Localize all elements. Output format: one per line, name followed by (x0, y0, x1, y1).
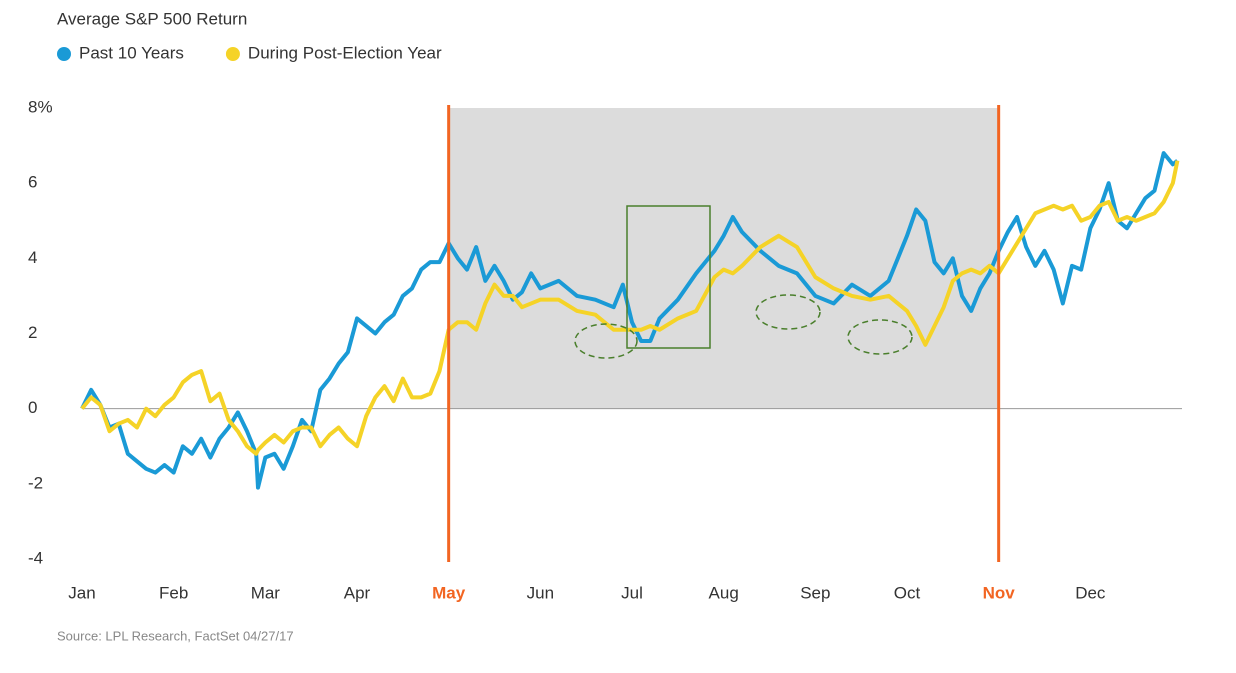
x-tick-label: Jun (527, 583, 554, 602)
x-tick-label: Mar (251, 583, 281, 602)
y-tick-label: 0 (28, 398, 37, 417)
y-tick-label: 6 (28, 173, 37, 192)
y-tick-label: 2 (28, 323, 37, 342)
legend-label: Past 10 Years (79, 43, 184, 62)
legend-swatch (225, 47, 240, 61)
x-tick-label: Aug (709, 583, 739, 602)
x-tick-label: Apr (344, 583, 371, 602)
annotations (574, 205, 913, 359)
x-tick-label: Oct (894, 583, 921, 602)
x-tick-label: Jan (68, 583, 95, 602)
highlight-region (448, 108, 999, 409)
x-tick-label: Jul (621, 583, 643, 602)
annotation-ellipse (755, 294, 821, 330)
x-tick-label: May (432, 583, 466, 602)
plot-lines (80, 151, 1180, 490)
source-note: Source: LPL Research, FactSet 04/27/17 (57, 628, 294, 643)
annotation-ellipse (847, 319, 913, 355)
legend-label: During Post-Election Year (248, 43, 442, 62)
x-tick-label: Nov (983, 583, 1016, 602)
y-tick-label: -4 (28, 548, 43, 567)
x-tick-label: Sep (800, 583, 830, 602)
x-tick-label: Dec (1075, 583, 1106, 602)
legend-swatch (57, 47, 71, 61)
plot-background (82, 108, 1182, 410)
y-tick-label: -2 (28, 473, 43, 492)
y-tick-label: 4 (28, 248, 37, 267)
annotation-box (626, 205, 711, 349)
chart-title: Average S&P 500 Return (57, 9, 247, 28)
annotation-ellipse (574, 323, 638, 359)
series-line (80, 151, 1179, 490)
x-tick-label: Feb (159, 583, 188, 602)
y-tick-label: 8% (28, 97, 53, 116)
series-line (80, 160, 1180, 456)
